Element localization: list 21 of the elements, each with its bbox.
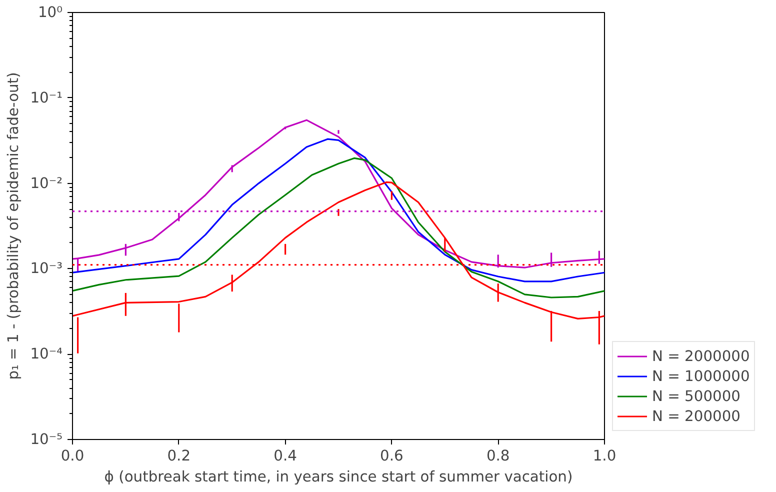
x-tick-label: 0.8 [486, 448, 510, 464]
legend-label: N = 2000000 [652, 348, 750, 364]
line-series [72, 157, 604, 298]
y-axis-title: p₁ = 1 - (probability of epidemic fade-out) [5, 72, 22, 380]
y-tick-label: 10⁻³ [30, 260, 63, 278]
line-series [72, 138, 604, 282]
y-tick-label: 10⁻² [30, 174, 63, 192]
x-tick-label: 0.0 [60, 448, 84, 464]
x-tick-label: 0.2 [167, 448, 191, 464]
x-tick-label: 0.6 [380, 448, 404, 464]
y-tick-label: 10⁻⁵ [30, 431, 63, 448]
line-series [72, 119, 604, 268]
y-tick-label: 10⁻⁴ [30, 346, 63, 363]
x-tick-label: 0.4 [274, 448, 297, 464]
x-axis-title: ϕ (outbreak start time, in years since start of summer vacation) [104, 468, 573, 486]
x-tick-label: 1.0 [592, 448, 616, 464]
legend-label: N = 200000 [652, 408, 741, 424]
y-tick-label: 10⁰ [38, 4, 63, 21]
legend-label: N = 1000000 [652, 368, 750, 384]
y-tick-label: 10⁻¹ [30, 89, 63, 106]
legend-label: N = 500000 [652, 388, 741, 404]
